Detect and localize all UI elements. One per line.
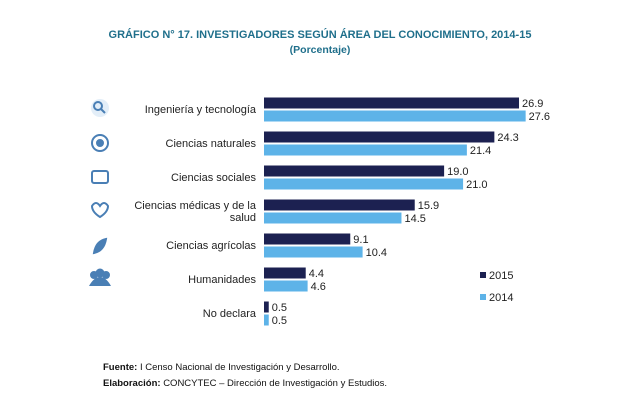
bar xyxy=(264,267,306,279)
source: Fuente: I Censo Nacional de Investigació… xyxy=(103,362,340,373)
bar xyxy=(264,301,269,313)
value-label: 27.6 xyxy=(529,111,550,123)
bar xyxy=(264,314,269,326)
icon xyxy=(91,134,109,152)
bar xyxy=(264,280,308,292)
value-label: 4.4 xyxy=(309,268,324,280)
legend-swatch xyxy=(480,294,486,300)
chart-title: GRÁFICO N° 17. INVESTIGADORES SEGÚN ÁREA… xyxy=(109,28,532,41)
icon xyxy=(92,237,108,255)
icon xyxy=(100,108,106,114)
value-label: 4.6 xyxy=(311,281,326,293)
category-label: Ciencias sociales xyxy=(171,171,256,184)
bar xyxy=(264,165,445,177)
value-label: 19.0 xyxy=(447,166,468,178)
icon xyxy=(89,277,111,286)
icons xyxy=(89,99,111,286)
icon xyxy=(96,139,104,147)
value-label: 0.5 xyxy=(272,315,287,327)
bar xyxy=(264,212,402,224)
chart-subtitle: (Porcentaje) xyxy=(290,44,351,56)
bar xyxy=(264,144,467,156)
bar xyxy=(264,110,526,122)
bar xyxy=(264,178,464,190)
bar xyxy=(264,246,363,258)
value-label: 14.5 xyxy=(404,213,425,225)
category-label: Ciencias médicas y de la salud xyxy=(134,199,256,224)
value-label: 10.4 xyxy=(366,247,387,259)
legend-label: 2014 xyxy=(489,292,513,304)
credit-label: Elaboración: xyxy=(103,378,161,389)
value-label: 26.9 xyxy=(522,98,543,110)
source-text: I Censo Nacional de Investigación y Desa… xyxy=(139,362,340,373)
icon xyxy=(91,170,109,184)
credit-text: CONCYTEC – Dirección de Investigación y … xyxy=(163,378,388,389)
value-label: 0.5 xyxy=(272,302,287,314)
category-label: Ciencias naturales xyxy=(165,137,257,150)
bar xyxy=(264,97,520,109)
category-label: No declara xyxy=(202,307,256,320)
source-label: Fuente: xyxy=(103,362,138,373)
value-label: 24.3 xyxy=(497,132,518,144)
category-label: Ciencias agrícolas xyxy=(166,239,256,252)
value-label: 21.0 xyxy=(466,179,487,191)
legend-swatch xyxy=(480,272,486,278)
icon xyxy=(93,101,103,111)
bar xyxy=(264,233,351,245)
icon xyxy=(90,202,110,219)
bar xyxy=(264,131,495,143)
credit: Elaboración: CONCYTEC – Dirección de Inv… xyxy=(103,378,387,389)
category-label: Humanidades xyxy=(188,273,256,286)
value-label: 15.9 xyxy=(418,200,439,212)
legend-label: 2015 xyxy=(489,270,513,282)
value-label: 9.1 xyxy=(353,234,368,246)
value-label: 21.4 xyxy=(470,145,491,157)
bar xyxy=(264,199,415,211)
category-label: Ingeniería y tecnología xyxy=(144,103,256,116)
icon xyxy=(102,271,110,279)
